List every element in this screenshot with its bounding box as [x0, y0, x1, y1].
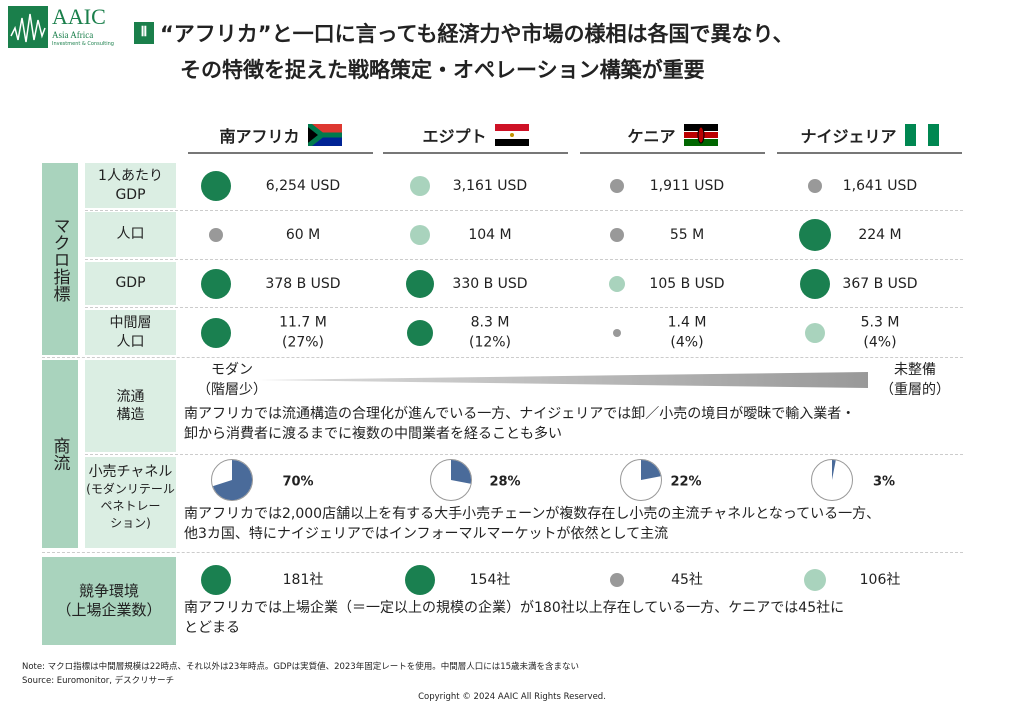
indicator-value: 1,911 USD	[649, 177, 725, 194]
row-divider	[85, 307, 963, 308]
retail-pie-chart	[211, 459, 253, 501]
competition-dot	[201, 565, 231, 595]
scale-right-label: 未整備 （重層的）	[880, 362, 950, 399]
indicator-dot	[201, 317, 231, 348]
pie-slice	[451, 460, 472, 484]
indicator-dot	[407, 319, 433, 346]
indicator-dot	[410, 224, 430, 245]
logo-name: AAIC	[52, 4, 106, 29]
competition-dot	[804, 569, 826, 591]
flag-ke-icon	[683, 124, 718, 146]
flag-za-icon	[307, 124, 342, 146]
retail-percent: 70%	[282, 474, 314, 490]
country-header: エジプト	[383, 118, 568, 154]
competition-dot	[610, 573, 624, 587]
indicator-dot	[609, 275, 625, 292]
competition-dot	[405, 565, 435, 595]
logo-sub: Asia Africa	[52, 30, 94, 40]
group-competition: 競争環境 （上場企業数）	[42, 557, 176, 645]
scale-wedge	[258, 372, 868, 388]
retail-sublabel: (モダンリテール ペネトレー ション)	[86, 482, 175, 530]
competition-note: 南アフリカでは上場企業（＝一定以上の規模の企業）が180社以上存在している一方、…	[184, 600, 845, 637]
retail-pie-chart	[430, 459, 472, 501]
indicator-value: 378 B USD	[265, 275, 341, 292]
pie-slice	[641, 460, 661, 480]
row-divider	[85, 454, 963, 455]
retail-pie-chart	[811, 459, 853, 501]
competition-value: 45社	[671, 571, 703, 588]
flag-eg-icon	[494, 124, 529, 146]
flag-ng-icon	[904, 124, 939, 146]
row-label: GDP	[85, 262, 176, 305]
indicator-dot	[800, 268, 830, 299]
footnote: Note: マクロ指標は中間層規模は22時点、それ以外は23年時点。GDPは実質…	[22, 662, 580, 672]
pie-slice	[212, 460, 253, 500]
indicator-dot	[209, 227, 223, 242]
row-label: 人口	[85, 212, 176, 257]
competition-value: 181社	[282, 571, 324, 588]
country-name: ケニア	[627, 127, 676, 146]
indicator-dot	[610, 227, 624, 242]
indicator-dot	[406, 269, 434, 298]
indicator-value: 5.3 M (4%)	[860, 314, 900, 351]
country-header: ナイジェリア	[777, 118, 962, 154]
group-divider	[42, 552, 963, 553]
indicator-value: 8.3 M (12%)	[468, 314, 512, 351]
logo-sub2: Investment & Consulting	[52, 41, 114, 47]
group-macro: マクロ指標	[42, 163, 78, 355]
indicator-value: 11.7 M (27%)	[279, 314, 327, 351]
indicator-dot	[613, 328, 621, 337]
row-label: 中間層 人口	[85, 310, 176, 355]
indicator-dot	[799, 218, 831, 251]
country-name: ナイジェリア	[800, 127, 897, 146]
retail-pie-chart	[620, 459, 662, 501]
indicator-value: 6,254 USD	[265, 177, 341, 194]
row-label-distribution: 流通 構造	[85, 360, 176, 452]
indicator-dot	[808, 178, 822, 193]
indicator-dot	[610, 178, 624, 193]
section-number: Ⅱ	[134, 22, 154, 44]
retail-percent: 22%	[670, 474, 702, 490]
indicator-value: 1.4 M (4%)	[667, 314, 707, 351]
indicator-value: 3,161 USD	[452, 177, 528, 194]
indicator-value: 105 B USD	[649, 275, 725, 292]
indicator-dot	[201, 170, 231, 201]
page-title-line1: “アフリカ”と一口に言っても経済力や市場の様相は各国で異なり、	[160, 22, 794, 46]
distribution-note: 南アフリカでは流通構造の合理化が進んでいる一方、ナイジェリアでは卸／小売の境目が…	[184, 406, 856, 443]
indicator-dot	[805, 322, 825, 343]
row-divider	[85, 210, 963, 211]
retail-note: 南アフリカでは2,000店舗以上を有する大手小売チェーンが複数存在し小売の主流チ…	[184, 506, 881, 543]
page-title-line2: その特徴を捉えた戦略策定・オペレーション構築が重要	[180, 58, 705, 82]
group-commerce: 商流	[42, 360, 78, 548]
indicator-value: 60 M	[285, 226, 321, 243]
group-divider	[42, 357, 963, 358]
indicator-value: 104 M	[468, 226, 512, 243]
competition-value: 106社	[859, 571, 901, 588]
row-label: 1人あたり GDP	[85, 163, 176, 208]
retail-label: 小売チャネル	[88, 464, 173, 480]
indicator-dot	[410, 175, 430, 196]
copyright: Copyright © 2024 AAIC All Rights Reserve…	[418, 692, 606, 702]
row-divider	[85, 259, 963, 260]
indicator-value: 224 M	[858, 226, 902, 243]
logo-mark-icon	[8, 6, 48, 48]
country-name: エジプト	[422, 127, 487, 146]
retail-percent: 3%	[872, 474, 896, 490]
aaic-logo: AAIC Asia Africa Investment & Consulting	[8, 4, 130, 48]
country-name: 南アフリカ	[219, 127, 300, 146]
indicator-dot	[201, 268, 231, 299]
country-header: 南アフリカ	[188, 118, 373, 154]
competition-value: 154社	[469, 571, 511, 588]
retail-percent: 28%	[489, 474, 521, 490]
indicator-value: 55 M	[669, 226, 705, 243]
scale-left-label: モダン （階層少）	[197, 362, 267, 399]
country-header: ケニア	[580, 118, 765, 154]
indicator-value: 1,641 USD	[842, 177, 918, 194]
source: Source: Euromonitor, デスクリサーチ	[22, 676, 175, 686]
row-label-retail: 小売チャネル (モダンリテール ペネトレー ション)	[85, 457, 176, 548]
indicator-value: 367 B USD	[842, 275, 918, 292]
pie-slice	[832, 460, 836, 480]
indicator-value: 330 B USD	[452, 275, 528, 292]
